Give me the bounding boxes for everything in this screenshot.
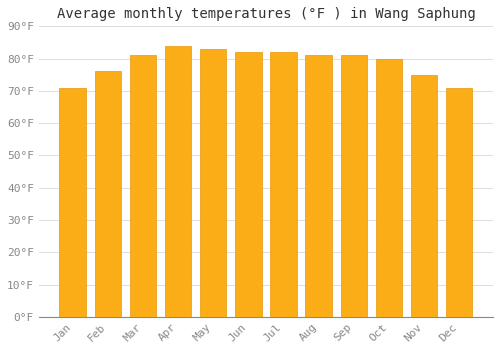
Bar: [200, 49, 226, 317]
Bar: [376, 58, 402, 317]
Bar: [94, 71, 121, 317]
Bar: [306, 55, 332, 317]
Bar: [130, 55, 156, 317]
Bar: [446, 88, 472, 317]
Bar: [60, 88, 86, 317]
Bar: [340, 55, 367, 317]
Bar: [165, 46, 191, 317]
Bar: [235, 52, 262, 317]
Bar: [411, 75, 438, 317]
Title: Average monthly temperatures (°F ) in Wang Saphung: Average monthly temperatures (°F ) in Wa…: [56, 7, 476, 21]
Bar: [270, 52, 296, 317]
